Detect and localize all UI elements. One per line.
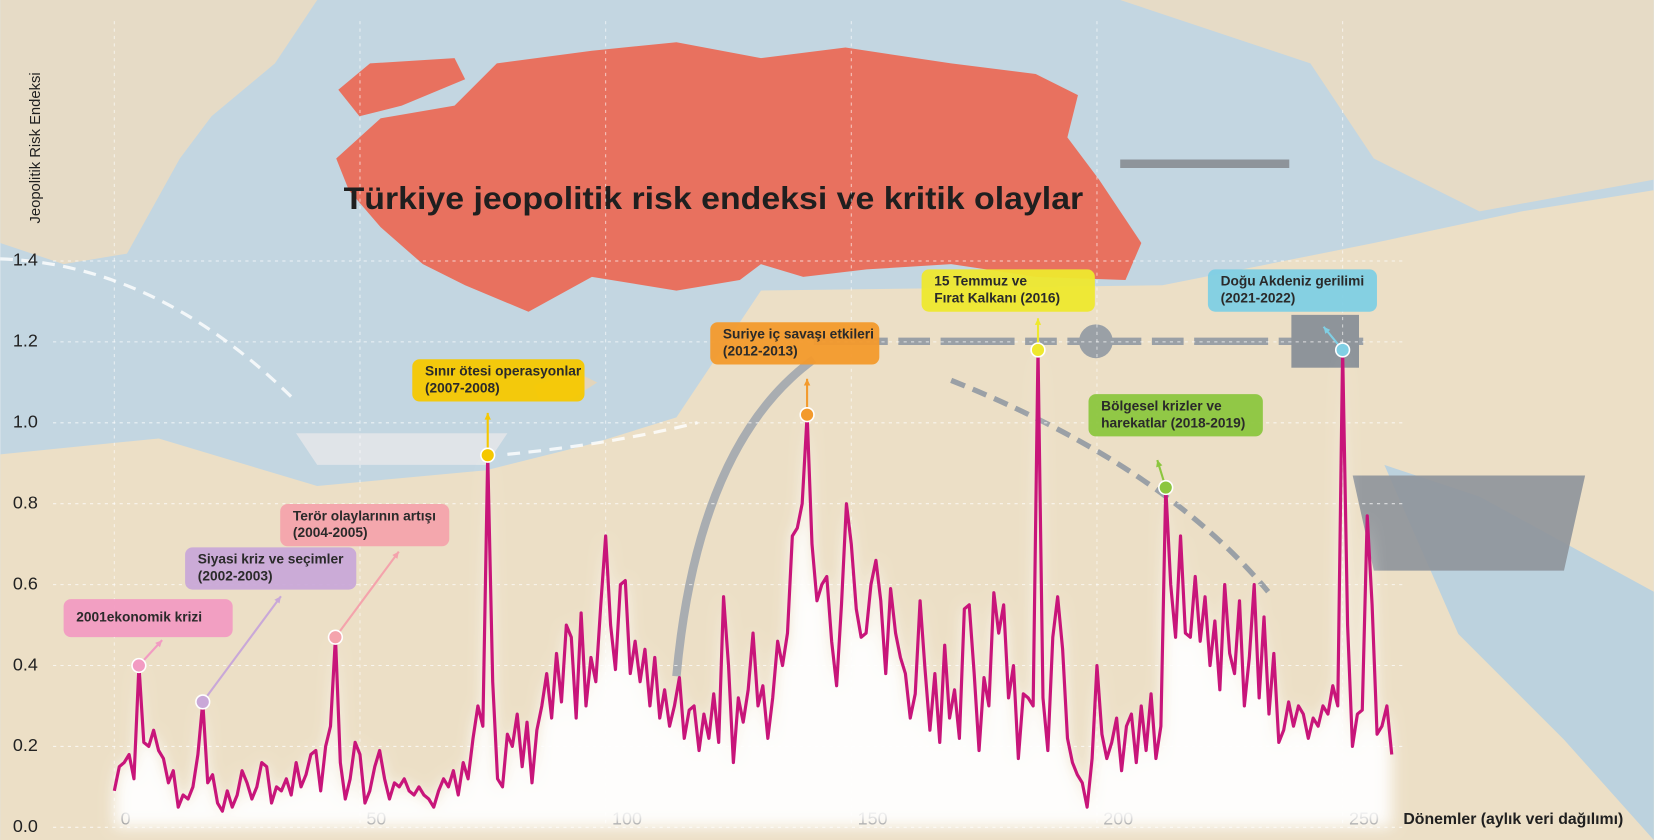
event-box	[63, 599, 233, 638]
event-label: (2012-2013)	[723, 343, 798, 358]
x-axis-label: Dönemler (aylık veri dağılımı)	[1403, 811, 1623, 828]
event-box	[921, 269, 1095, 312]
event-label: Siyasi kriz ve seçimler	[198, 552, 344, 567]
event-arrow-head	[1323, 326, 1331, 334]
event-label: (2007-2008)	[425, 380, 500, 395]
event-annotation: Siyasi kriz ve seçimler (2002-2003)	[185, 547, 357, 710]
risk-line	[112, 348, 1394, 813]
event-arrow-head	[803, 378, 811, 386]
chart-title: Türkiye jeopolitik risk endeksi ve kriti…	[344, 180, 1084, 216]
event-marker	[327, 629, 344, 645]
event-arrow-head	[484, 412, 491, 420]
event-label: 2001ekonomik krizi	[76, 610, 202, 625]
event-annotation: Terör olaylarının artışı (2004-2005)	[280, 504, 450, 645]
event-label: Suriye iç savaşı etkileri	[723, 327, 874, 342]
event-marker	[1030, 342, 1046, 358]
event-box	[710, 322, 880, 365]
event-arrow-head	[1156, 460, 1163, 468]
event-label: harekatlar (2018-2019)	[1101, 415, 1245, 430]
event-box	[1088, 394, 1263, 437]
y-tick-label: 0.0	[13, 816, 38, 836]
event-label: Bölgesel krizler ve	[1101, 398, 1222, 413]
y-tick-label: 0.2	[13, 735, 38, 755]
event-label: Doğu Akdeniz gerilimi	[1221, 274, 1365, 289]
event-arrow-head	[392, 551, 399, 559]
event-annotation: Bölgesel krizler ve harekatlar (2018-2019…	[1088, 394, 1263, 496]
event-annotation: Suriye iç savaşı etkileri(2012-2013)	[710, 322, 880, 423]
event-label: (2021-2022)	[1221, 291, 1296, 306]
event-label: Sınır ötesi operasyonlar	[425, 364, 582, 379]
event-annotation: Sınır ötesi operasyonlar(2007-2008)	[412, 359, 585, 463]
event-box	[185, 547, 357, 590]
event-arrow-head	[1034, 318, 1042, 325]
y-tick-label: 1.0	[13, 412, 38, 432]
event-marker	[131, 657, 147, 674]
event-marker	[1334, 342, 1351, 358]
event-label: (2002-2003)	[198, 569, 273, 584]
y-tick-label: 0.6	[13, 573, 38, 593]
y-tick-label: 0.4	[13, 654, 38, 674]
y-tick-label: 1.4	[13, 250, 38, 270]
event-box	[1207, 269, 1377, 312]
area-under-line	[114, 349, 1392, 828]
event-annotation: Doğu Akdeniz gerilimi (2021-2022)	[1207, 269, 1377, 358]
event-box	[280, 504, 450, 547]
event-box	[412, 359, 585, 402]
event-label: Fırat Kalkanı (2016)	[934, 291, 1060, 306]
event-marker	[480, 447, 496, 463]
event-marker	[195, 694, 211, 710]
y-axis-label: Jeopolitik Risk Endeksi	[28, 72, 44, 223]
event-arrow	[334, 550, 400, 638]
event-label: (2004-2005)	[293, 525, 368, 540]
event-marker	[1158, 479, 1174, 496]
event-arrow	[201, 595, 282, 703]
event-label: 15 Temmuz ve	[934, 274, 1027, 289]
y-tick-label: 0.8	[13, 492, 38, 512]
y-tick-label: 1.2	[13, 331, 38, 351]
event-arrow-head	[274, 596, 281, 604]
event-arrow-head	[155, 640, 163, 648]
event-annotation: 2001ekonomik krizi	[63, 599, 233, 674]
event-label: Terör olaylarının artışı	[293, 508, 436, 523]
event-marker	[799, 407, 815, 423]
event-annotation: 15 Temmuz ve Fırat Kalkanı (2016)	[921, 269, 1095, 358]
